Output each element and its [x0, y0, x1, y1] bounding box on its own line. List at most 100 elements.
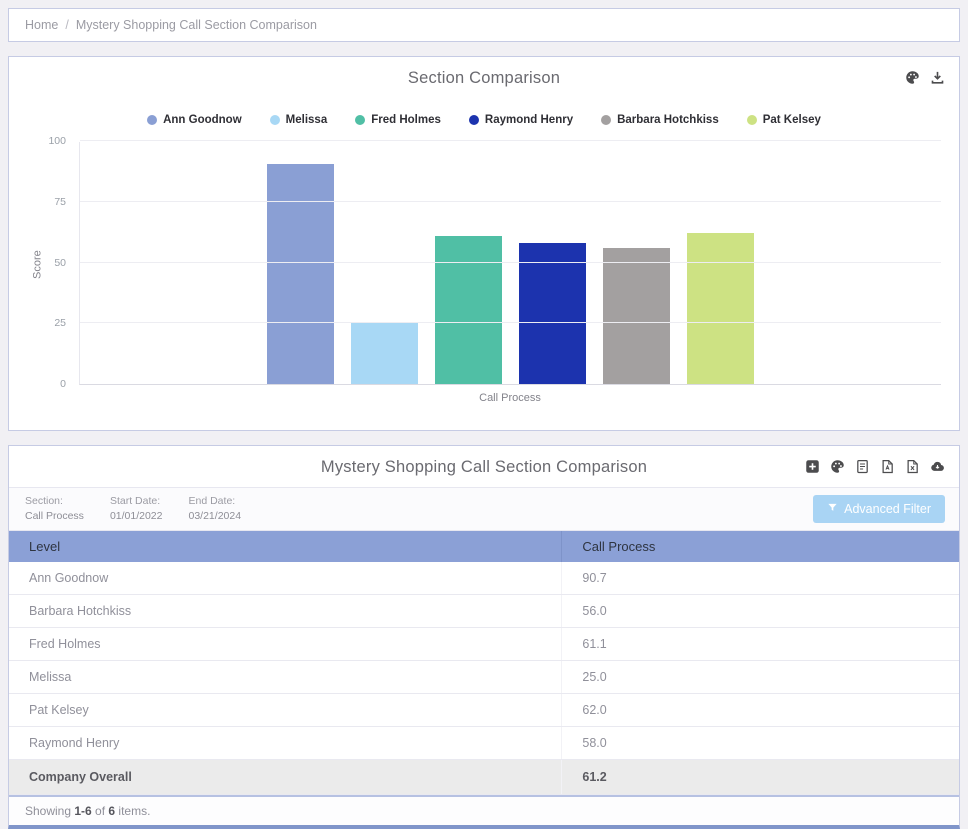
bar-melissa[interactable]: [351, 323, 418, 384]
cloud-download-button[interactable]: [929, 458, 945, 474]
legend-item-barbara-hotchkiss[interactable]: Barbara Hotchkiss: [601, 114, 719, 126]
x-axis-title: Call Process: [79, 385, 941, 404]
legend-label: Ann Goodnow: [163, 114, 242, 126]
chart-toolbar: [904, 69, 945, 85]
palette-icon: [905, 70, 920, 85]
download-button[interactable]: [929, 69, 945, 85]
cell-level: Melissa: [9, 661, 562, 694]
pdf-file-button[interactable]: [879, 458, 895, 474]
cell-value: 61.1: [562, 628, 959, 661]
legend-label: Barbara Hotchkiss: [617, 114, 719, 126]
footer-prefix: Showing: [25, 804, 74, 818]
legend-dot: [747, 115, 757, 125]
table-row: Melissa25.0: [9, 661, 959, 694]
excel-file-button[interactable]: [904, 458, 920, 474]
legend-item-fred-holmes[interactable]: Fred Holmes: [355, 114, 441, 126]
pdf-file-icon: [880, 459, 895, 474]
add-button[interactable]: [804, 458, 820, 474]
column-header-level[interactable]: Level: [9, 531, 562, 562]
bar-barbara-hotchkiss[interactable]: [603, 248, 670, 384]
legend-label: Fred Holmes: [371, 114, 441, 126]
legend-item-raymond-henry[interactable]: Raymond Henry: [469, 114, 573, 126]
filter-item-section: Section:Call Process: [25, 494, 84, 524]
column-header-call-process[interactable]: Call Process: [562, 531, 959, 562]
legend-dot: [270, 115, 280, 125]
table-row: Raymond Henry58.0: [9, 727, 959, 760]
legend-dot: [355, 115, 365, 125]
filter-value: 03/21/2024: [189, 509, 242, 524]
filter-item-start-date: Start Date:01/01/2022: [110, 494, 163, 524]
legend-item-ann-goodnow[interactable]: Ann Goodnow: [147, 114, 242, 126]
breadcrumb-current: Mystery Shopping Call Section Comparison: [76, 18, 317, 32]
legend-dot: [601, 115, 611, 125]
breadcrumb-home-link[interactable]: Home: [25, 18, 58, 32]
bar-group: [80, 142, 941, 384]
legend-item-melissa[interactable]: Melissa: [270, 114, 328, 126]
table-panel: Mystery Shopping Call Section Comparison…: [8, 445, 960, 829]
cell-level: Barbara Hotchkiss: [9, 595, 562, 628]
palette-button[interactable]: [829, 458, 845, 474]
filter-summary: Section:Call Process Start Date:01/01/202…: [25, 494, 241, 524]
chart-panel-header: Section Comparison: [9, 57, 959, 88]
cell-level: Company Overall: [9, 760, 562, 795]
table-row: Barbara Hotchkiss56.0: [9, 595, 959, 628]
document-icon: [855, 459, 870, 474]
chart-body: Score 0255075100 Call Process: [79, 142, 941, 404]
advanced-filter-label: Advanced Filter: [844, 502, 931, 516]
filter-item-end-date: End Date:03/21/2024: [189, 494, 242, 524]
y-tick-label: 75: [54, 196, 80, 208]
cell-value: 58.0: [562, 727, 959, 760]
legend-label: Raymond Henry: [485, 114, 573, 126]
plot-area: 0255075100: [79, 142, 941, 385]
breadcrumb-separator: /: [65, 18, 68, 32]
legend-dot: [147, 115, 157, 125]
bar-raymond-henry[interactable]: [519, 243, 586, 384]
filter-value: Call Process: [25, 509, 84, 524]
bar-pat-kelsey[interactable]: [687, 233, 754, 384]
chart-title: Section Comparison: [25, 69, 943, 88]
footer-middle: of: [92, 804, 109, 818]
table-row: Ann Goodnow90.7: [9, 562, 959, 595]
grid-header-row: Level Call Process: [9, 531, 959, 562]
bar-ann-goodnow[interactable]: [267, 164, 334, 384]
cell-level: Pat Kelsey: [9, 694, 562, 727]
palette-button[interactable]: [904, 69, 920, 85]
cell-value: 56.0: [562, 595, 959, 628]
palette-icon: [830, 459, 845, 474]
filter-funnel-icon: [827, 502, 838, 516]
excel-file-icon: [905, 459, 920, 474]
breadcrumb: Home / Mystery Shopping Call Section Compa…: [8, 8, 960, 42]
y-tick-label: 50: [54, 257, 80, 269]
download-icon: [930, 70, 945, 85]
bar-fred-holmes[interactable]: [435, 236, 502, 384]
legend-item-pat-kelsey[interactable]: Pat Kelsey: [747, 114, 821, 126]
legend-label: Pat Kelsey: [763, 114, 821, 126]
gridline: [80, 262, 941, 263]
table-row: Pat Kelsey62.0: [9, 694, 959, 727]
advanced-filter-button[interactable]: Advanced Filter: [813, 495, 945, 523]
y-tick-label: 0: [60, 378, 80, 390]
table-toolbar: [804, 458, 945, 474]
legend-dot: [469, 115, 479, 125]
gridline: [80, 201, 941, 202]
table-row: Fred Holmes61.1: [9, 628, 959, 661]
footer-range: 1-6: [74, 804, 91, 818]
grid-pager-info: Showing 1-6 of 6 items.: [9, 795, 959, 825]
filter-bar: Section:Call Process Start Date:01/01/202…: [9, 487, 959, 531]
add-icon: [805, 459, 820, 474]
document-button[interactable]: [854, 458, 870, 474]
cell-level: Raymond Henry: [9, 727, 562, 760]
cloud-download-icon: [930, 459, 945, 474]
gridline: [80, 140, 941, 141]
cell-value: 61.2: [562, 760, 959, 795]
filter-label: Section:: [25, 494, 84, 509]
y-tick-label: 25: [54, 317, 80, 329]
filter-label: Start Date:: [110, 494, 163, 509]
chart-panel: Section Comparison Ann Goodnow Melissa Fre…: [8, 56, 960, 431]
table-panel-header: Mystery Shopping Call Section Comparison: [9, 446, 959, 487]
data-grid: Level Call Process Ann Goodnow90.7Barbar…: [9, 531, 959, 795]
gridline: [80, 322, 941, 323]
cell-value: 25.0: [562, 661, 959, 694]
summary-row: Company Overall61.2: [9, 760, 959, 795]
cell-level: Ann Goodnow: [9, 562, 562, 595]
